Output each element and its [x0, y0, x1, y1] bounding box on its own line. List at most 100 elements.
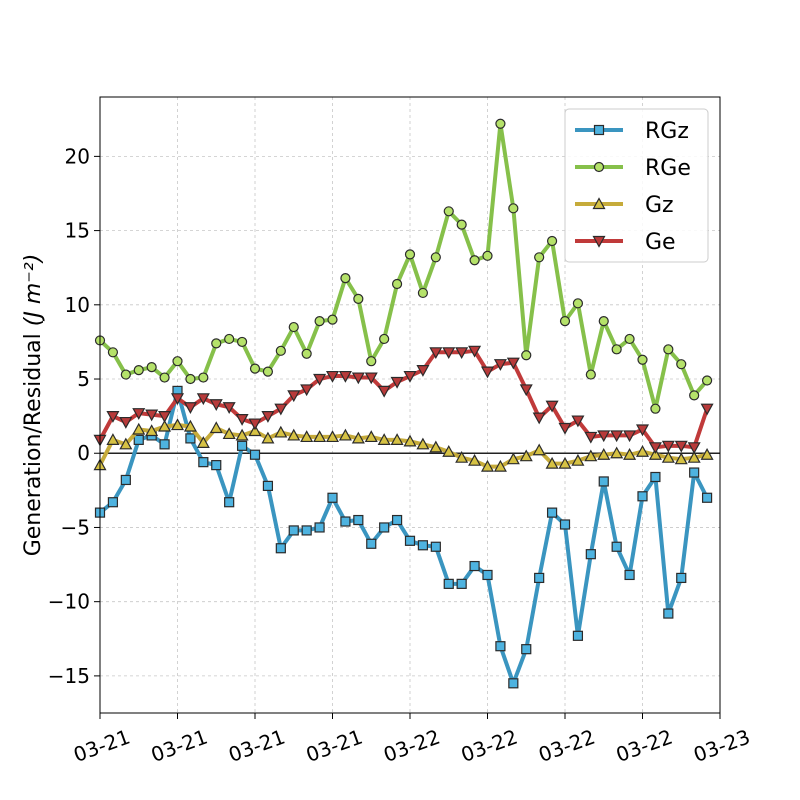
rge-point	[701, 375, 713, 386]
gz-point	[623, 447, 637, 460]
ge-point	[261, 411, 275, 423]
rge-point	[120, 369, 131, 380]
rge-point	[663, 344, 674, 355]
rgz-point	[624, 569, 635, 581]
rgz-point	[314, 522, 325, 533]
rgz-point	[572, 630, 584, 641]
rgz-point	[430, 541, 441, 552]
ge-point	[274, 403, 288, 416]
gz-point	[119, 437, 133, 450]
rge-point	[133, 365, 144, 376]
ge-point	[610, 430, 624, 443]
rge-point	[585, 369, 596, 380]
gz-point	[519, 449, 533, 462]
rgz-point	[301, 525, 312, 536]
ge-point	[687, 442, 701, 455]
legend-entry-ge: Ge	[575, 230, 676, 255]
rgz-point	[198, 457, 209, 468]
ge-point	[209, 399, 223, 412]
gz-point	[158, 419, 172, 432]
rge-point	[340, 272, 351, 284]
rge-point	[404, 249, 416, 260]
ge-point	[313, 373, 327, 386]
rgz-point	[534, 572, 545, 584]
gz-point	[313, 430, 327, 443]
gz-point	[584, 449, 598, 462]
rge-point	[146, 362, 157, 373]
rgz-point	[689, 467, 700, 478]
legend-entry-gz: Gz	[575, 193, 674, 218]
gz-point	[132, 422, 146, 435]
gz-point	[377, 433, 391, 445]
legend: RGz RGe Gz Ge	[564, 108, 709, 263]
ge-point	[132, 408, 146, 420]
ge-point	[338, 370, 352, 383]
y-axis-label-unit: (J m⁻²)	[21, 254, 46, 327]
y-tick-label: 15	[65, 219, 90, 243]
gz-point	[468, 453, 482, 466]
ge-point	[416, 365, 430, 377]
rge-point	[262, 366, 274, 377]
ge-point	[248, 418, 262, 431]
rge-point	[689, 390, 700, 401]
rgz-point	[482, 569, 493, 581]
legend-label: Gz	[645, 193, 674, 218]
ge-point	[558, 422, 572, 435]
y-axis-label-text: Generation/Residual	[21, 333, 46, 556]
rgz-point	[611, 541, 622, 552]
legend-entry-rge: RGe	[575, 156, 691, 181]
gz-point	[480, 459, 495, 472]
gz-point	[571, 453, 585, 466]
rge-point	[637, 354, 648, 365]
ge-point	[519, 384, 533, 397]
gz-point	[597, 447, 611, 460]
legend-rge-point	[593, 161, 605, 173]
rgz-point	[598, 476, 609, 487]
rge-point	[198, 372, 209, 383]
ge-point	[584, 431, 598, 444]
rgz-point	[546, 507, 558, 518]
gz-point	[222, 427, 236, 440]
ge-point	[661, 440, 675, 453]
rgz-point	[404, 535, 416, 546]
y-tick-label: 5	[77, 367, 90, 391]
legend-gz-point	[592, 197, 606, 210]
gz-point	[170, 418, 185, 431]
gz-point	[506, 452, 520, 465]
rgz-point	[701, 492, 713, 503]
rgz-point	[159, 439, 170, 450]
gz-point	[416, 437, 430, 450]
y-tick-label: −15	[48, 664, 90, 688]
rge-point	[534, 252, 545, 263]
gz-point	[403, 434, 417, 447]
ge-point	[571, 415, 585, 428]
ge-point	[300, 384, 314, 397]
gz-point	[351, 431, 365, 444]
y-axis-label: Generation/Residual (J m⁻²)	[21, 254, 46, 557]
rge-point	[443, 206, 454, 217]
rgz-point	[676, 572, 687, 584]
rge-point	[288, 321, 299, 333]
rgz-point	[249, 449, 261, 460]
ge-point	[183, 402, 197, 414]
rge-point	[482, 250, 493, 261]
ge-point	[506, 357, 520, 370]
y-tick-label: 10	[65, 293, 90, 317]
rge-point	[301, 348, 312, 359]
ge-point	[222, 402, 236, 414]
rgz-point	[120, 474, 131, 486]
ge-point	[442, 347, 456, 360]
rgz-point	[340, 516, 351, 527]
legend-label: RGe	[645, 156, 691, 181]
gz-point	[429, 440, 443, 453]
ge-point	[648, 442, 662, 455]
gz-point	[390, 433, 404, 445]
legend-ge-point	[592, 235, 606, 248]
gz-point	[274, 425, 288, 438]
rge-point	[611, 344, 622, 355]
rgz-point	[353, 514, 364, 526]
ge-point	[325, 370, 340, 383]
rgz-point	[391, 514, 403, 526]
rge-point	[572, 298, 584, 309]
